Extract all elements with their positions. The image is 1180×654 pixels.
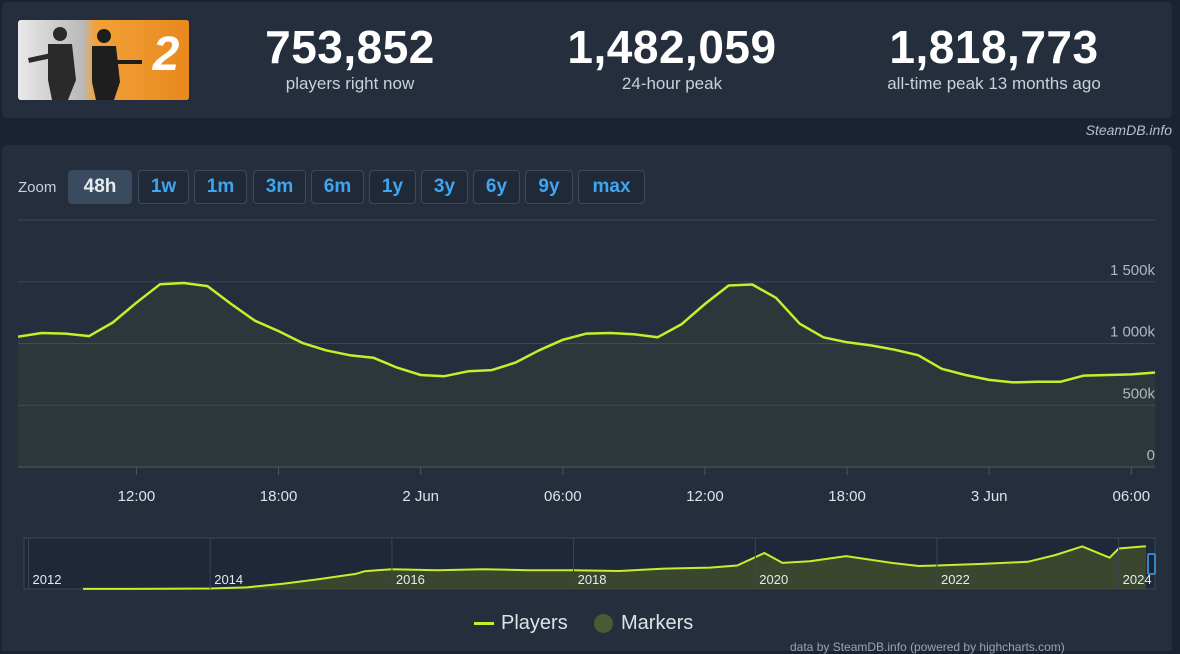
legend-players-label: Players — [501, 612, 568, 634]
x-tick-label: 3 Jun — [971, 488, 1008, 505]
soldier-figure-icon — [27, 27, 76, 100]
current-players-label: players right now — [285, 74, 415, 93]
legend-item-markers[interactable]: Markers — [594, 612, 693, 635]
navigator-year-label: 2016 — [396, 572, 425, 587]
zoom-button-max[interactable]: max — [578, 170, 645, 204]
steamdb-watermark[interactable]: SteamDB.info — [1085, 122, 1172, 138]
stats-header — [2, 2, 1172, 118]
zoom-button-6y[interactable]: 6y — [473, 170, 520, 204]
x-tick-label: 06:00 — [544, 488, 582, 505]
x-tick-label: 06:00 — [1113, 488, 1151, 505]
y-tick-label: 500k — [1122, 385, 1155, 402]
y-tick-label: 1 000k — [1110, 324, 1156, 341]
game-banner-art: 2 — [18, 20, 189, 100]
zoom-button-1y[interactable]: 1y — [369, 170, 416, 204]
navigator-area — [83, 546, 1146, 589]
navigator-year-label: 2018 — [578, 572, 607, 587]
navigator-line — [83, 545, 1146, 590]
x-tick-label: 18:00 — [260, 488, 298, 505]
x-tick-label: 18:00 — [828, 488, 866, 505]
y-tick-label: 0 — [1147, 447, 1155, 464]
zoom-button-48h[interactable]: 48h — [68, 170, 132, 204]
legend-item-players[interactable]: Players — [474, 612, 568, 635]
all-time-peak-label: all-time peak 13 months ago — [887, 74, 1101, 93]
navigator-year-label: 2024 — [1123, 572, 1152, 587]
zoom-button-1m[interactable]: 1m — [194, 170, 247, 204]
all-time-peak-value: 1,818,773 — [889, 21, 1099, 73]
players-area — [18, 283, 1155, 467]
zoom-button-6m[interactable]: 6m — [311, 170, 364, 204]
x-tick-label: 12:00 — [118, 488, 156, 505]
current-players-value: 753,852 — [265, 21, 435, 73]
stat-all-time-peak: 1,818,773 all-time peak 13 months ago — [864, 22, 1124, 96]
navigator-year-label: 2022 — [941, 572, 970, 587]
zoom-button-1w[interactable]: 1w — [138, 170, 189, 204]
game-banner[interactable]: 2 — [18, 20, 189, 100]
legend-markers-label: Markers — [621, 612, 694, 634]
cs2-logo-numeral: 2 — [152, 28, 180, 81]
navigator-year-label: 2012 — [33, 572, 62, 587]
footer-note: data by SteamDB.info (powered by highcha… — [790, 640, 1065, 654]
stat-current-players: 753,852 players right now — [240, 22, 460, 96]
zoom-button-9y[interactable]: 9y — [525, 170, 573, 204]
24h-peak-value: 1,482,059 — [567, 21, 777, 73]
marker-dot-icon — [594, 614, 613, 633]
navigator-year-label: 2014 — [214, 572, 243, 587]
zoom-button-3m[interactable]: 3m — [253, 170, 306, 204]
players-line — [17, 281, 1156, 384]
stat-24h-peak: 1,482,059 24-hour peak — [552, 22, 792, 96]
24h-peak-label: 24-hour peak — [621, 74, 723, 93]
x-tick-label: 2 Jun — [402, 488, 439, 505]
soldier-figure-icon — [92, 29, 142, 100]
navigator-handle — [1147, 553, 1156, 575]
navigator-year-label: 2020 — [759, 572, 788, 587]
line-swatch-icon — [474, 622, 494, 625]
y-tick-label: 1 500k — [1110, 262, 1156, 279]
x-tick-label: 12:00 — [686, 488, 724, 505]
zoom-button-3y[interactable]: 3y — [421, 170, 468, 204]
zoom-label: Zoom — [18, 179, 57, 196]
